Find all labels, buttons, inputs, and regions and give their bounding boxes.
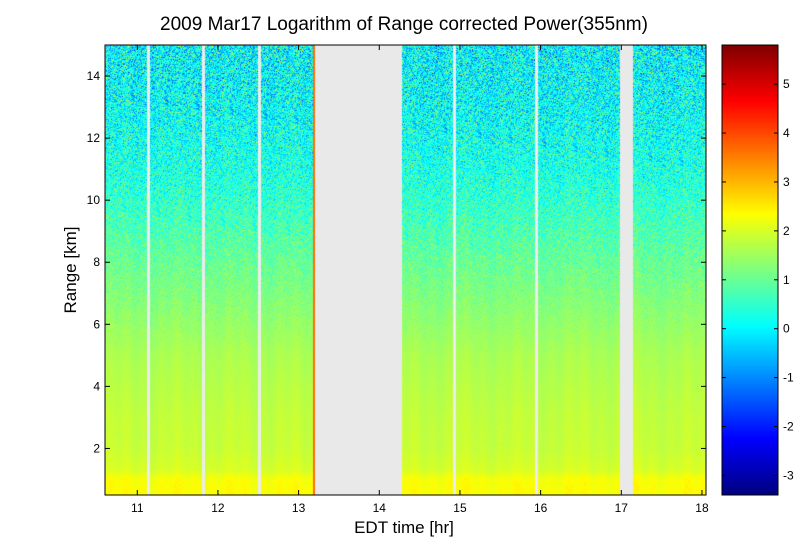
chart-title: 2009 Mar17 Logarithm of Range corrected …: [160, 14, 648, 35]
y-tick-label: 2: [93, 441, 100, 455]
y-tick-label: 6: [93, 317, 100, 331]
x-tick-label: 12: [211, 501, 225, 515]
colorbar-tick-label: 1: [783, 273, 790, 287]
x-tick-label: 17: [615, 501, 629, 515]
y-tick-label: 8: [93, 255, 100, 269]
y-tick-label: 4: [93, 379, 100, 393]
colorbar-tick-label: -1: [783, 371, 794, 385]
colorbar-tick-label: -3: [783, 468, 794, 482]
y-axis: 2 4 6 8 10 12 14: [87, 69, 706, 455]
x-tick-label: 18: [695, 501, 709, 515]
plot-frame: [104, 44, 707, 496]
heatmap-image-holder: [105, 45, 706, 495]
colorbar-image-holder: [722, 45, 778, 495]
x-axis-label: EDT time [hr]: [354, 518, 454, 537]
colorbar-tick-label: 4: [783, 126, 790, 140]
plot-area: [104, 44, 707, 496]
colorbar-frame: [721, 44, 779, 496]
colorbar-tick-label: 3: [783, 175, 790, 189]
colorbar-tick-label: 5: [783, 77, 790, 91]
colorbar-tick-label: -2: [783, 420, 794, 434]
x-tick-label: 15: [453, 501, 467, 515]
y-tick-label: 10: [87, 193, 101, 207]
x-axis: 11 12 13 14 15 16 17 18: [131, 45, 709, 515]
y-tick-label: 12: [87, 131, 101, 145]
colorbar-tick-label: 2: [783, 224, 790, 238]
colorbar: -3 -2 -1 0 1 2 3 4 5: [721, 44, 794, 496]
y-tick-label: 14: [87, 69, 101, 83]
x-tick-label: 13: [292, 501, 306, 515]
x-tick-label: 11: [131, 501, 144, 515]
x-tick-label: 16: [534, 501, 548, 515]
x-tick-label: 14: [373, 501, 387, 515]
colorbar-ticks: -3 -2 -1 0 1 2 3 4 5: [722, 77, 794, 482]
colorbar-tick-label: 0: [783, 322, 790, 336]
y-axis-label: Range [km]: [61, 227, 80, 314]
